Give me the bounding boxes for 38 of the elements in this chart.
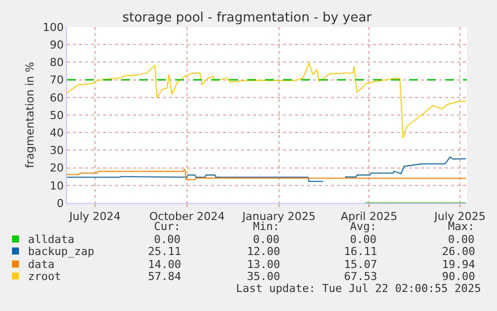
y-tick-label: 20 — [50, 162, 64, 175]
text: 14.00 — [148, 258, 182, 271]
y-axis-title: fragmentation in % — [23, 62, 36, 168]
y-tick-label: 90 — [50, 38, 64, 52]
text: 0.00 — [350, 233, 376, 246]
legend-label: zroot — [28, 270, 62, 283]
text: Last update: Tue Jul 22 02:00:55 2025 — [236, 282, 482, 295]
y-tick-label: 80 — [50, 56, 64, 70]
y-tick-label: 50 — [50, 108, 64, 122]
x-tick-label: July 2024 — [68, 210, 121, 224]
text: 57.84 — [148, 270, 182, 283]
text: 25.11 — [148, 245, 182, 258]
text: 26.00 — [442, 245, 476, 258]
y-tick-label: 30 — [50, 144, 64, 158]
text: 0.00 — [154, 233, 180, 246]
line-series — [67, 62, 466, 139]
text: 19.94 — [442, 258, 476, 271]
text: 13.00 — [247, 258, 280, 271]
text: 67.53 — [344, 270, 378, 283]
legend-label: backup_zap — [28, 245, 94, 258]
text: 90.00 — [442, 270, 476, 283]
y-tick-label: 100 — [42, 20, 64, 34]
text: 0.00 — [253, 233, 280, 246]
y-tick-label: 60 — [50, 91, 64, 104]
y-tick-label: 70 — [50, 74, 64, 87]
y-tick-label: 40 — [50, 126, 64, 140]
text: 35.00 — [247, 270, 280, 283]
legend-label: data — [28, 258, 54, 271]
y-tick-label: 0 — [56, 196, 64, 210]
legend-label: alldata — [28, 233, 74, 246]
text: 16.11 — [344, 245, 378, 258]
text: 0.00 — [448, 233, 474, 246]
chart-title: storage pool - fragmentation - by year — [122, 10, 372, 26]
x-tick-label: July 2025 — [433, 210, 486, 224]
text: 12.00 — [247, 245, 280, 258]
line-series — [67, 169, 466, 180]
y-tick-label: 10 — [50, 179, 64, 192]
text: 15.07 — [344, 258, 378, 271]
